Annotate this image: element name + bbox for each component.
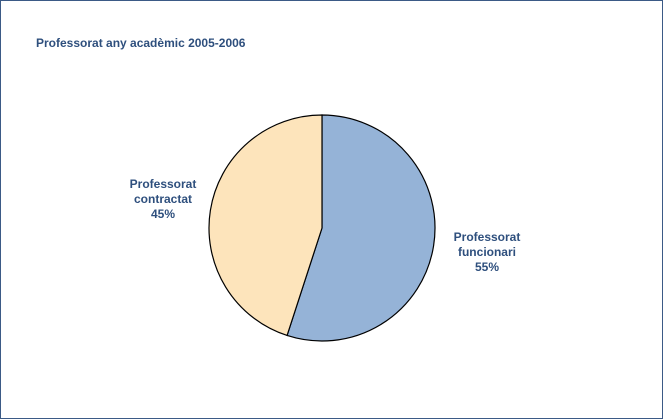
slice-value-label: 55% [474, 260, 500, 274]
slice-label-line: Professorat [129, 177, 197, 191]
slice-label-funcionari: Professorat funcionari 55% [437, 230, 537, 275]
pie-slices [208, 114, 436, 342]
slice-label-line: contractat [133, 192, 192, 206]
slice-value-label: 45% [150, 207, 176, 221]
slice-label-contractat: Professorat contractat 45% [113, 177, 213, 222]
pie-slice-contractat [208, 114, 323, 337]
pie-slice-funcionari [286, 114, 436, 342]
slice-label-line: Professorat [453, 230, 521, 244]
chart-title: Professorat any acadèmic 2005-2006 [36, 36, 246, 50]
slice-label-line: funcionari [457, 245, 516, 259]
